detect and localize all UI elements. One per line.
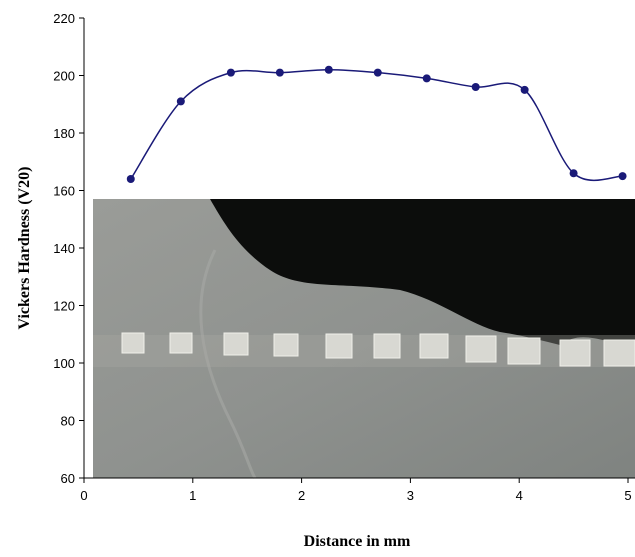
y-tick-label: 200 <box>53 69 75 84</box>
point <box>276 69 284 77</box>
line <box>131 70 623 181</box>
y-tick-label: 120 <box>53 299 75 314</box>
x-tick-label: 1 <box>189 488 196 503</box>
y-tick-label: 220 <box>53 11 75 26</box>
x-tick-label: 5 <box>624 488 631 503</box>
point <box>570 169 578 177</box>
chart: Distance in mm Vickers Hardness (V20) 60… <box>0 0 635 552</box>
x-tick-label: 3 <box>407 488 414 503</box>
point <box>177 97 185 105</box>
point <box>423 74 431 82</box>
page: {"chart_data": {"type": "line", "x_label… <box>0 0 635 552</box>
point <box>227 69 235 77</box>
point <box>127 175 135 183</box>
y-tick-label: 80 <box>61 414 75 429</box>
x-tick-label: 2 <box>298 488 305 503</box>
y-axis-title: Vickers Hardness (V20) <box>16 167 33 330</box>
x-tick-label: 4 <box>516 488 523 503</box>
y-tick-label: 140 <box>53 241 75 256</box>
y-tick-label: 60 <box>61 471 75 486</box>
point <box>472 83 480 91</box>
point <box>325 66 333 74</box>
point <box>619 172 627 180</box>
point <box>374 69 382 77</box>
point <box>521 86 529 94</box>
x-axis-title: Distance in mm <box>304 533 411 550</box>
y-tick-label: 180 <box>53 126 75 141</box>
x-tick-label: 0 <box>80 488 87 503</box>
y-tick-label: 160 <box>53 184 75 199</box>
y-tick-label: 100 <box>53 356 75 371</box>
micrograph <box>93 199 635 478</box>
